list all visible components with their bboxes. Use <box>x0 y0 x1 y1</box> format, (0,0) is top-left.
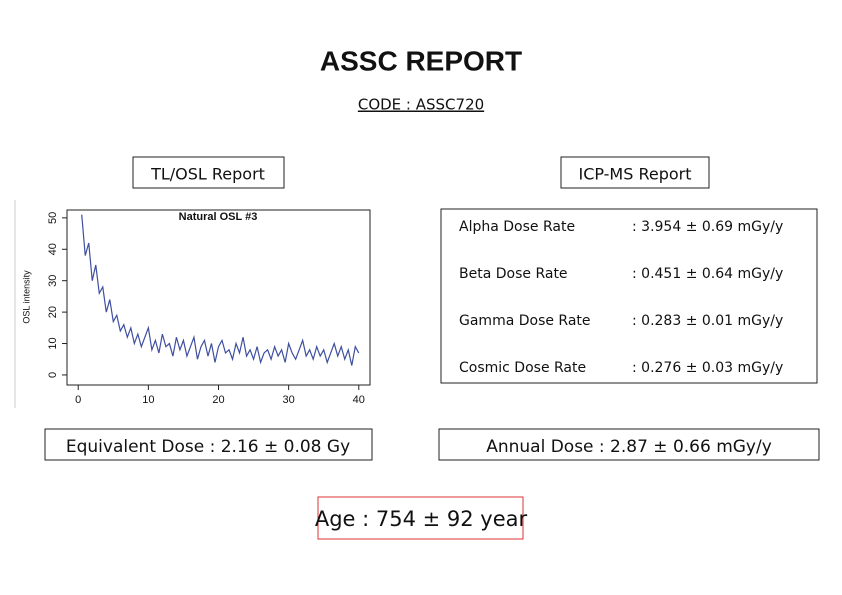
dose-rate-label: Alpha Dose Rate <box>459 219 575 235</box>
chart-title: Natural OSL #3 <box>179 211 258 223</box>
y-tick-label: 50 <box>47 212 59 224</box>
y-tick-label: 20 <box>47 306 59 318</box>
report-code: CODE : ASSC720 <box>358 96 484 114</box>
annual-dose: Annual Dose : 2.87 ± 0.66 mGy/y <box>486 437 772 457</box>
result-box <box>438 428 820 461</box>
x-tick-label: 20 <box>212 394 224 406</box>
dose-rate-label: Cosmic Dose Rate <box>459 360 586 376</box>
icp-ms-box <box>440 208 818 384</box>
age-box <box>317 496 524 540</box>
dose-rate-value: : 3.954 ± 0.69 mGy/y <box>632 219 783 235</box>
dose-rate-value: : 0.283 ± 0.01 mGy/y <box>632 313 783 329</box>
y-tick-label: 0 <box>47 372 59 378</box>
tl-osl-heading: TL/OSL Report <box>150 165 265 184</box>
dose-rate-label: Beta Dose Rate <box>459 266 568 282</box>
icp-ms-heading: ICP-MS Report <box>578 165 691 184</box>
dose-rate-label: Gamma Dose Rate <box>459 313 591 329</box>
plot-frame <box>66 209 371 386</box>
y-tick-label: 40 <box>47 243 59 255</box>
report-title: ASSC REPORT <box>320 45 522 76</box>
heading-box <box>132 156 285 189</box>
result-box <box>44 428 373 461</box>
x-tick-label: 40 <box>353 394 365 406</box>
dose-rate-rows: Alpha Dose Rate : 3.954 ± 0.69 mGy/y Beta … <box>459 219 783 376</box>
x-tick-label: 0 <box>75 394 81 406</box>
y-tick-label: 30 <box>47 275 59 287</box>
x-tick-label: 10 <box>142 394 154 406</box>
y-tick-label: 10 <box>47 337 59 349</box>
age: Age : 754 ± 92 year <box>315 507 528 531</box>
y-axis-label: OSL intensity <box>21 270 31 324</box>
x-tick-label: 30 <box>283 394 295 406</box>
equivalent-dose: Equivalent Dose : 2.16 ± 0.08 Gy <box>66 437 350 457</box>
dose-rate-value: : 0.451 ± 0.64 mGy/y <box>632 266 783 282</box>
heading-box <box>560 156 710 189</box>
osl-curve <box>81 214 360 366</box>
dose-rate-value: : 0.276 ± 0.03 mGy/y <box>632 360 783 376</box>
